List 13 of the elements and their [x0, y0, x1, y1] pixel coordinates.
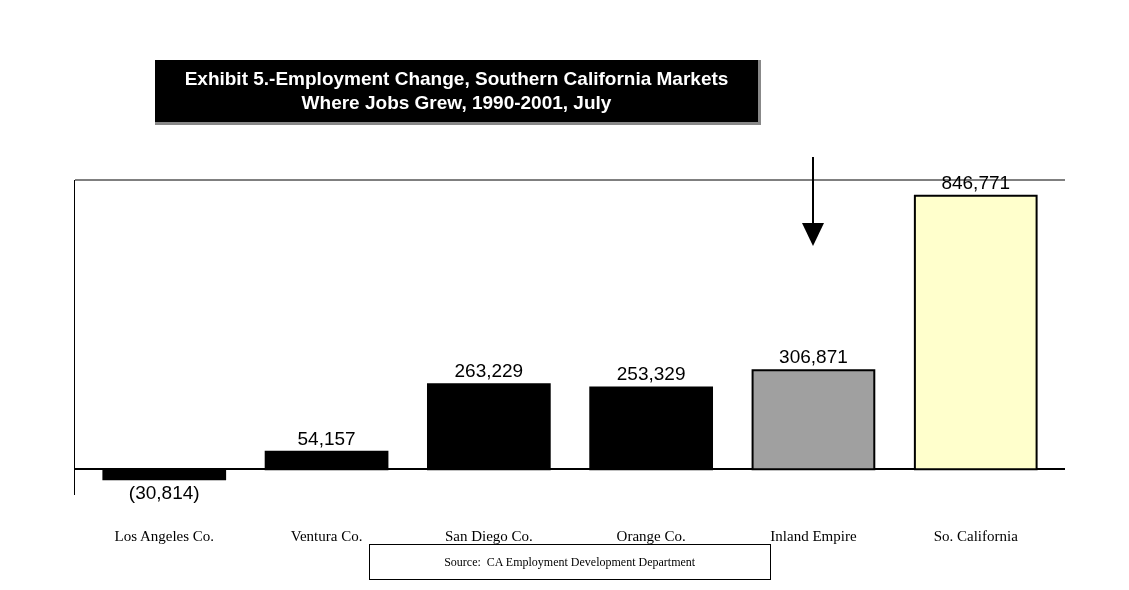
- data-label: 54,157: [297, 427, 356, 449]
- data-label: 846,771: [941, 171, 1011, 193]
- data-label: (30,814): [128, 482, 200, 504]
- data-label: 253,329: [616, 363, 686, 385]
- x-tick-label: Ventura Co.: [290, 528, 363, 544]
- x-tick-label: So. California: [933, 528, 1019, 544]
- x-tick-label: Orange Co.: [616, 528, 686, 544]
- data-label: 306,871: [779, 346, 848, 368]
- x-tick-label: Los Angeles Co.: [114, 528, 215, 544]
- x-tick-label: San Diego Co.: [444, 528, 533, 544]
- source-note: Source: CA Employment Development Department: [444, 555, 696, 569]
- data-label: 263,229: [454, 360, 524, 382]
- x-tick-label: Inland Empire: [770, 528, 857, 544]
